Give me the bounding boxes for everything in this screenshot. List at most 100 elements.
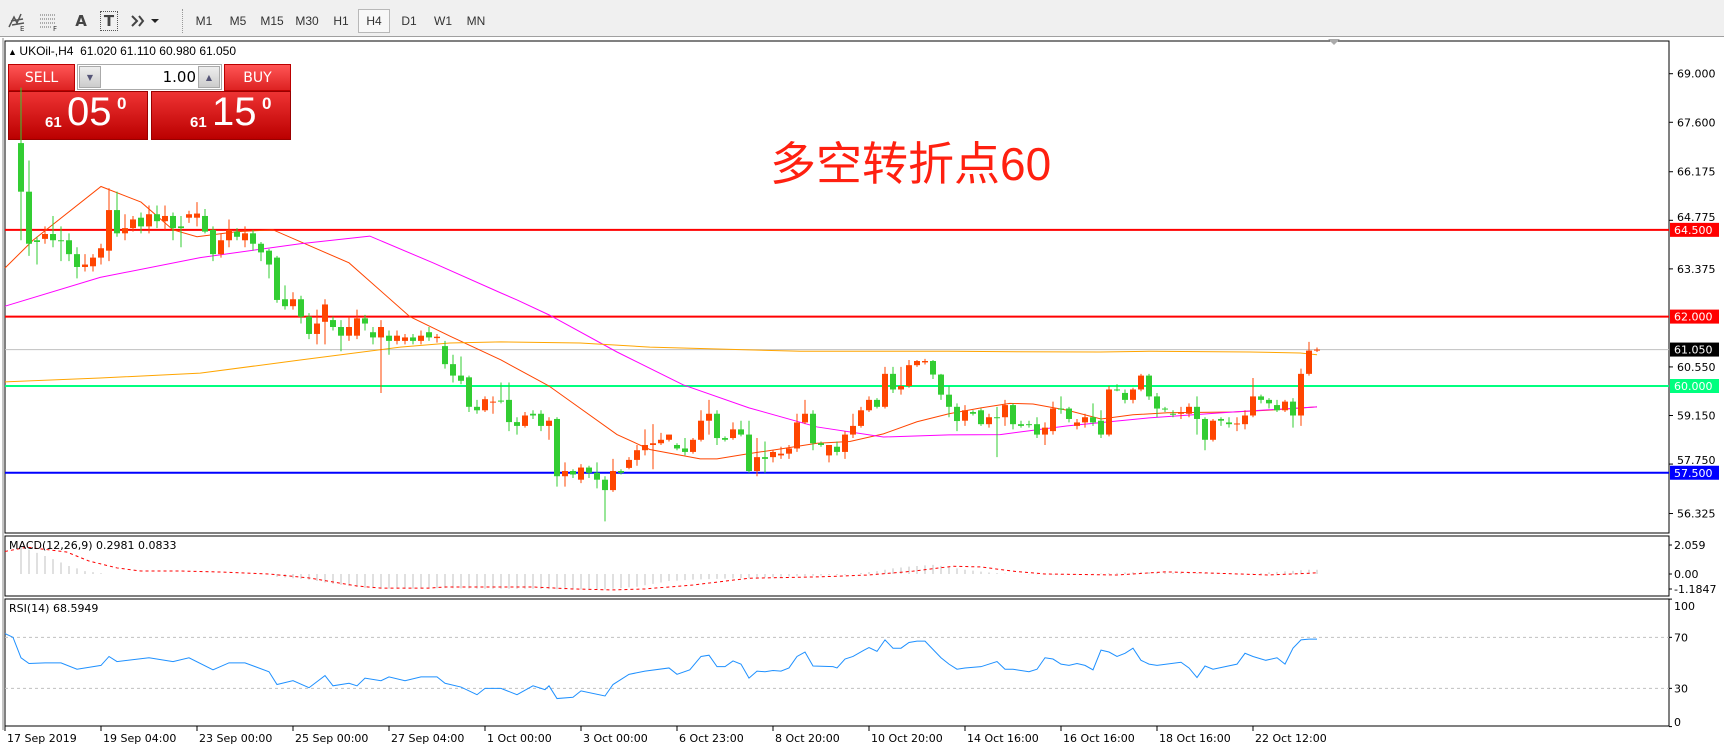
elliott-wave-icon[interactable]: E xyxy=(4,9,30,33)
candle-bull xyxy=(1050,408,1056,432)
chart-shift-marker[interactable] xyxy=(1328,39,1340,45)
candle-bull xyxy=(1002,405,1008,418)
candle-bear xyxy=(250,233,256,244)
macd-axis-label: 0.00 xyxy=(1674,568,1699,581)
candle-bull xyxy=(882,373,888,407)
timeframe-d1[interactable]: D1 xyxy=(401,14,417,28)
candle-bear xyxy=(1034,424,1040,435)
shapes-dropdown-icon[interactable] xyxy=(128,9,162,33)
time-axis-label: 1 Oct 00:00 xyxy=(487,732,552,745)
candle-bear xyxy=(1258,396,1264,400)
candle-bear xyxy=(1218,418,1224,421)
candle-bear xyxy=(18,143,24,192)
candle-bear xyxy=(554,418,560,477)
candle-bear xyxy=(466,377,472,407)
text-label-icon[interactable]: T xyxy=(96,9,122,33)
candle-bear xyxy=(834,446,840,452)
time-axis-label: 27 Sep 04:00 xyxy=(391,732,464,745)
moving-average-line-3 xyxy=(4,341,1318,383)
candle-bull xyxy=(1314,349,1320,351)
time-axis-label: 23 Sep 00:00 xyxy=(199,732,272,745)
candle-bear xyxy=(450,364,456,376)
candle-bull xyxy=(242,233,248,241)
candle-bear xyxy=(810,413,816,444)
time-axis-label: 22 Oct 12:00 xyxy=(1255,732,1327,745)
price-tick-label: 56.325 xyxy=(1677,508,1716,521)
candle-bull xyxy=(850,425,856,435)
candle-bull xyxy=(1138,375,1144,390)
sell-button[interactable]: SELL xyxy=(8,64,75,91)
candle-bull xyxy=(962,410,968,421)
candle-bull xyxy=(1242,415,1248,425)
time-axis-label: 10 Oct 20:00 xyxy=(871,732,943,745)
candle-bull xyxy=(162,215,168,222)
time-axis-label: 14 Oct 16:00 xyxy=(967,732,1039,745)
candle-bull xyxy=(130,219,136,229)
candle-bull xyxy=(1130,389,1136,400)
time-axis-label: 6 Oct 23:00 xyxy=(679,732,744,745)
candle-bull xyxy=(794,422,800,449)
candle-bull xyxy=(186,214,192,218)
text-icon[interactable]: A xyxy=(75,12,87,30)
macd-axis-label: -1.1847 xyxy=(1674,583,1716,596)
candle-bear xyxy=(1154,396,1160,409)
candle-bull xyxy=(802,413,808,423)
candle-bear xyxy=(714,413,720,439)
candle-bear xyxy=(938,374,944,395)
svg-text:E: E xyxy=(20,25,24,31)
candle-bull xyxy=(522,415,528,426)
timeframe-h4[interactable]: H4 xyxy=(358,9,390,33)
buy-button[interactable]: BUY xyxy=(224,64,291,91)
fibonacci-icon[interactable]: F xyxy=(36,9,62,33)
time-axis-label: 18 Oct 16:00 xyxy=(1159,732,1231,745)
lot-size-input[interactable]: ▼ 1.00 ▲ xyxy=(77,64,222,90)
candle-bear xyxy=(738,429,744,435)
timeframe-mn[interactable]: MN xyxy=(466,14,486,28)
timeframe-m5[interactable]: M5 xyxy=(229,14,247,28)
collapse-arrow-icon[interactable]: ▲ xyxy=(8,47,20,57)
candle-bear xyxy=(474,406,480,411)
timeframe-h1[interactable]: H1 xyxy=(333,14,349,28)
horizontal-line-label: 60.000 xyxy=(1674,380,1713,393)
candle-bull xyxy=(1042,427,1048,435)
lot-decrease-button[interactable]: ▼ xyxy=(79,66,101,88)
candle-bear xyxy=(514,422,520,426)
svg-text:F: F xyxy=(53,25,57,31)
candle-bear xyxy=(282,299,288,307)
candle-bull xyxy=(322,304,328,322)
candle-bear xyxy=(66,240,72,255)
candle-bull xyxy=(642,444,648,451)
candle-bear xyxy=(1066,408,1072,419)
toolbar: E F A T M1 M5 M15 M30 H1 H4 D1 W1 MN xyxy=(0,5,1724,37)
candle-bear xyxy=(74,254,80,267)
timeframe-m15[interactable]: M15 xyxy=(260,14,284,28)
candle-bull xyxy=(82,264,88,267)
candle-bull xyxy=(226,229,232,241)
candle-bear xyxy=(1090,417,1096,423)
macd-axis-label: 2.059 xyxy=(1674,539,1706,552)
candle-bear xyxy=(330,320,336,328)
candle-bull xyxy=(906,365,912,386)
price-tick-label: 57.750 xyxy=(1677,454,1716,467)
candle-bull xyxy=(754,457,760,472)
timeframe-m30[interactable]: M30 xyxy=(295,14,319,28)
price-chart[interactable]: 69.000 67.600 66.175 64.775 63.375 60.550 59.1… xyxy=(0,36,1724,749)
candle-bear xyxy=(370,332,376,338)
candle-bull xyxy=(90,257,96,267)
candle-bull xyxy=(346,327,352,336)
lot-increase-button[interactable]: ▲ xyxy=(198,66,220,88)
timeframe-w1[interactable]: W1 xyxy=(434,14,452,28)
candle-bull xyxy=(770,451,776,458)
candle-bull xyxy=(1178,412,1184,414)
candle-bear xyxy=(602,479,608,491)
timeframe-m1[interactable]: M1 xyxy=(195,14,213,28)
rsi-axis-label: 100 xyxy=(1674,600,1695,613)
candle-bull xyxy=(394,335,400,341)
buy-price-box[interactable]: 61 15 0 xyxy=(151,90,291,140)
candle-bear xyxy=(154,214,160,222)
candle-bull xyxy=(378,327,384,338)
candle-bear xyxy=(178,226,184,229)
candle-bear xyxy=(586,467,592,473)
horizontal-line-label: 57.500 xyxy=(1674,467,1713,480)
sell-price-box[interactable]: 61 05 0 xyxy=(8,90,148,140)
